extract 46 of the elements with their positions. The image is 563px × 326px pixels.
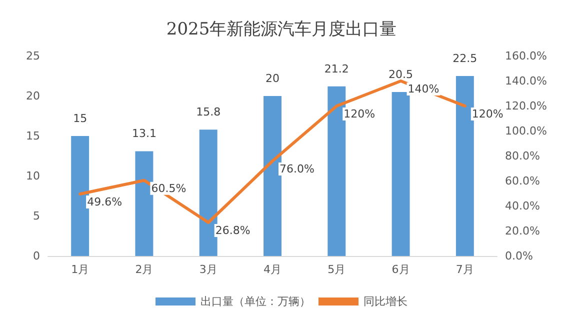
y2-tick-label: 40.0% — [505, 200, 540, 212]
bar — [328, 86, 346, 256]
y-tick-label: 0 — [33, 250, 40, 262]
data-label: 49.6% — [87, 196, 122, 208]
legend-label: 同比增长 — [364, 295, 408, 308]
y-tick-label: 5 — [33, 210, 40, 222]
y-tick-label: 20 — [26, 90, 40, 102]
bar — [392, 92, 410, 256]
data-label: 26.8% — [215, 224, 250, 237]
y2-tick-label: 20.0% — [505, 224, 540, 238]
bar — [456, 76, 474, 256]
x-tick-label: 2月 — [135, 263, 154, 276]
data-label: 21.2 — [324, 62, 349, 76]
bar — [71, 136, 90, 256]
x-tick-label: 5月 — [328, 263, 346, 276]
y-tick-label: 10 — [26, 170, 40, 182]
x-tick-label: 6月 — [392, 263, 410, 276]
y-tick-label: 15 — [26, 130, 40, 142]
y2-tick-label: 80.0% — [505, 150, 540, 162]
data-label: 120% — [344, 108, 376, 120]
data-label: 22.5 — [452, 52, 478, 65]
y2-tick-label: 160.0% — [505, 50, 547, 62]
bar — [264, 96, 282, 256]
x-tick-label: 1月 — [71, 263, 90, 276]
y2-tick-label: 60.0% — [505, 174, 540, 188]
bar — [199, 130, 218, 256]
y2-tick-label: 120.0% — [505, 100, 547, 112]
y2-tick-label: 140.0% — [505, 74, 547, 88]
bar — [135, 151, 154, 256]
data-label: 15.8 — [196, 106, 221, 119]
data-label: 140% — [408, 82, 440, 96]
y-tick-label: 25 — [26, 50, 40, 62]
x-tick-label: 7月 — [456, 263, 474, 276]
data-label: 60.5% — [151, 182, 186, 195]
x-tick-label: 4月 — [264, 263, 282, 276]
y2-tick-label: 100.0% — [505, 124, 547, 138]
y2-tick-label: 0.0% — [505, 250, 533, 262]
data-label: 15 — [73, 112, 88, 125]
legend-label: 出口量（单位：万辆） — [200, 295, 310, 308]
data-label: 13.1 — [132, 127, 156, 140]
data-label: 20.5 — [388, 68, 414, 81]
data-label: 76.0% — [280, 162, 314, 176]
chart-title: 2025年新能源汽车月度出口量 — [166, 20, 397, 40]
data-label: 20 — [266, 72, 280, 85]
data-label: 120% — [472, 108, 504, 120]
x-tick-label: 3月 — [199, 263, 218, 276]
